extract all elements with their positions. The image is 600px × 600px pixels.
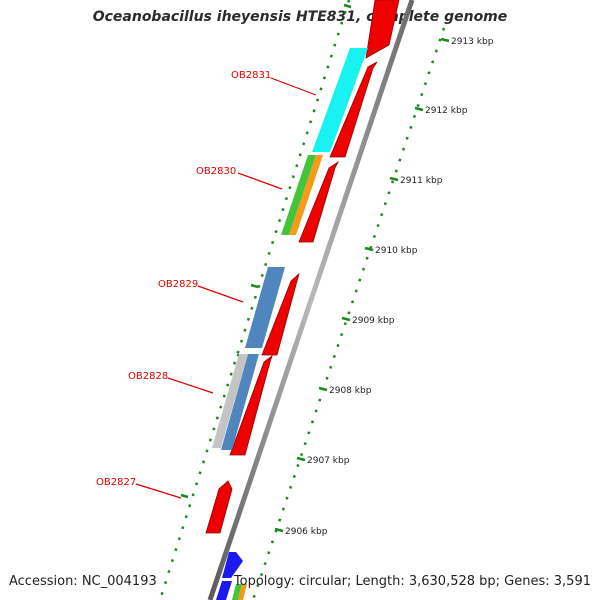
- major-tick-7: [274, 527, 284, 533]
- accession-label: Accession: NC_004193: [9, 574, 157, 589]
- major-ticks: [274, 37, 450, 533]
- callout-line-ob2827: [135, 483, 182, 499]
- cog-bar-blue-lower: [216, 581, 232, 600]
- major-tick-5: [318, 386, 328, 392]
- gene-ob2831[interactable]: [329, 61, 378, 158]
- cog-bar-orange-bottom: [238, 584, 247, 600]
- cog-feature-bars: [212, 48, 368, 600]
- callout-line-ob2830: [237, 172, 283, 190]
- callout-line-ob2828: [167, 377, 214, 394]
- gene-label-ob2829: OB2829: [158, 279, 198, 290]
- gene-ob2832-top[interactable]: [365, 0, 400, 59]
- genome-backbone: [207, 0, 415, 600]
- gene-ob2827[interactable]: [205, 480, 233, 534]
- major-tick-1: [414, 106, 424, 112]
- cog-bar-steelblue-upper: [245, 267, 285, 348]
- tick-label-2912: 2912 kbp: [425, 106, 468, 116]
- scale-labels: 2913 kbp 2912 kbp 2911 kbp 2910 kbp 2909…: [285, 37, 494, 537]
- genome-summary: Topology: circular; Length: 3,630,528 bp…: [233, 574, 591, 589]
- cog-bar-green-bottom: [232, 584, 242, 600]
- cog-bar-steelblue-lower: [221, 354, 259, 450]
- cog-bar-blue-upper: [222, 552, 243, 578]
- gene-label-ob2827: OB2827: [96, 477, 136, 488]
- tick-label-2906: 2906 kbp: [285, 527, 328, 537]
- cog-bar-orange: [289, 155, 323, 235]
- cog-bar-gray: [212, 354, 248, 448]
- gene-label-ob2831: OB2831: [231, 70, 271, 81]
- gene-ob2829[interactable]: [261, 272, 300, 356]
- tick-label-2907: 2907 kbp: [307, 456, 350, 466]
- tick-label-2913: 2913 kbp: [451, 37, 494, 47]
- major-tick-2: [389, 176, 399, 182]
- gene-label-ob2830: OB2830: [196, 166, 236, 177]
- callout-line-ob2829: [197, 285, 244, 303]
- cog-bar-cyan: [312, 48, 368, 152]
- tick-label-2910: 2910 kbp: [375, 246, 418, 256]
- forward-strand-genes: [205, 0, 400, 534]
- major-tick-0: [440, 37, 450, 43]
- gene-ob2830[interactable]: [298, 160, 340, 243]
- major-tick-6: [296, 456, 306, 462]
- tick-label-2911: 2911 kbp: [400, 176, 443, 186]
- gene-label-ob2828: OB2828: [128, 371, 168, 382]
- callout-line-ob2831: [270, 77, 317, 96]
- tick-label-2908: 2908 kbp: [329, 386, 372, 396]
- gene-ob2828[interactable]: [229, 354, 273, 456]
- gene-callouts: OB2831 OB2830 OB2829 OB2828 OB2827: [96, 70, 317, 499]
- cog-bar-green: [281, 155, 316, 235]
- major-tick-4: [341, 316, 351, 322]
- tick-label-2909: 2909 kbp: [352, 316, 395, 326]
- major-tick-3: [364, 246, 374, 252]
- inner-scale-dots: [158, 0, 351, 600]
